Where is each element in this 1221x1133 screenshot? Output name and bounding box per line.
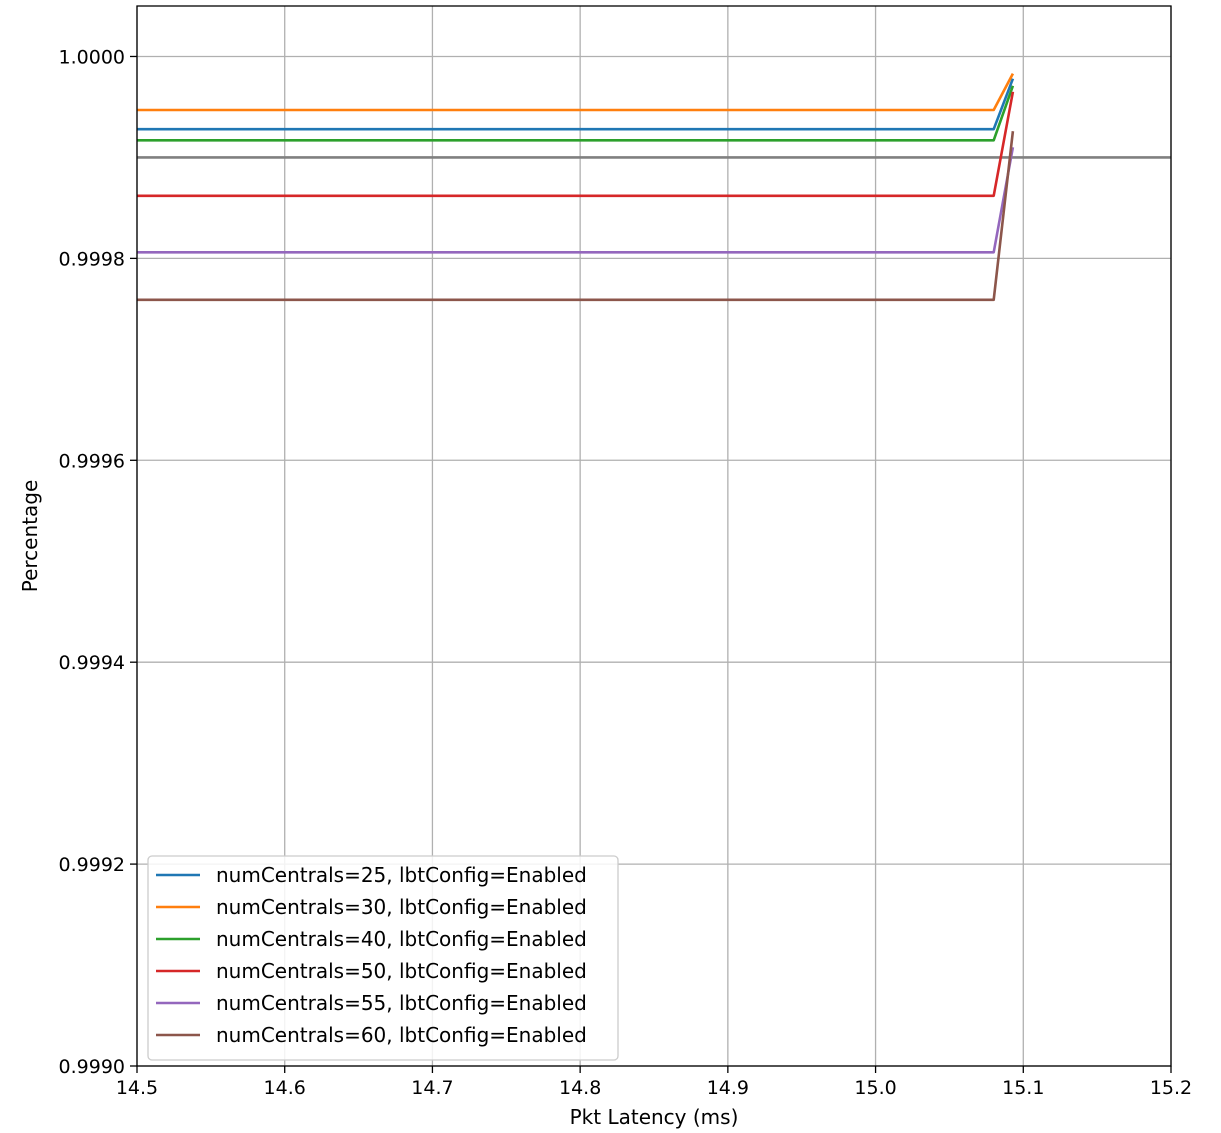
legend-entry: numCentrals=50, lbtConfig=Enabled [216,959,587,983]
legend-entry: numCentrals=55, lbtConfig=Enabled [216,991,587,1015]
x-tick-label: 14.6 [264,1077,306,1099]
x-tick-label: 14.9 [707,1077,749,1099]
legend-box [147,855,619,1061]
series-line-3 [137,85,1015,142]
plot-frame [136,5,1172,1067]
legend-entry: numCentrals=40, lbtConfig=Enabled [216,927,587,951]
legend-entry: numCentrals=60, lbtConfig=Enabled [216,1023,587,1047]
series-line-4 [137,91,1015,198]
legend: numCentrals=25, lbtConfig=Enabled numCent… [147,855,619,1061]
x-tick-label: 14.7 [411,1077,453,1099]
y-tick-label: 0.9996 [59,450,125,472]
legend-entry: numCentrals=25, lbtConfig=Enabled [216,863,587,887]
x-tick-label: 14.8 [559,1077,601,1099]
x-tick-label: 14.5 [116,1077,158,1099]
y-tick-label: 0.9990 [59,1056,125,1078]
series-line-1 [137,78,1015,131]
x-tick-label: 15.0 [854,1077,896,1099]
series-line-6 [137,131,1015,302]
y-tick-label: 1.0000 [59,46,125,68]
series-line-2 [137,72,1015,112]
axis-ticks: 14.5 14.6 14.7 14.8 14.9 15.0 15.1 15.2 0.9990 0.… [59,46,1193,1099]
y-tick-label: 0.9998 [59,248,125,270]
x-axis-label: Pkt Latency (ms) [570,1105,739,1129]
x-tick-label: 15.2 [1150,1077,1192,1099]
series-lines [137,72,1015,302]
y-tick-label: 0.9994 [59,652,125,674]
y-tick-label: 0.9992 [59,854,125,876]
y-axis-label: Percentage [18,480,42,593]
x-tick-label: 15.1 [1002,1077,1044,1099]
legend-entry: numCentrals=30, lbtConfig=Enabled [216,895,587,919]
